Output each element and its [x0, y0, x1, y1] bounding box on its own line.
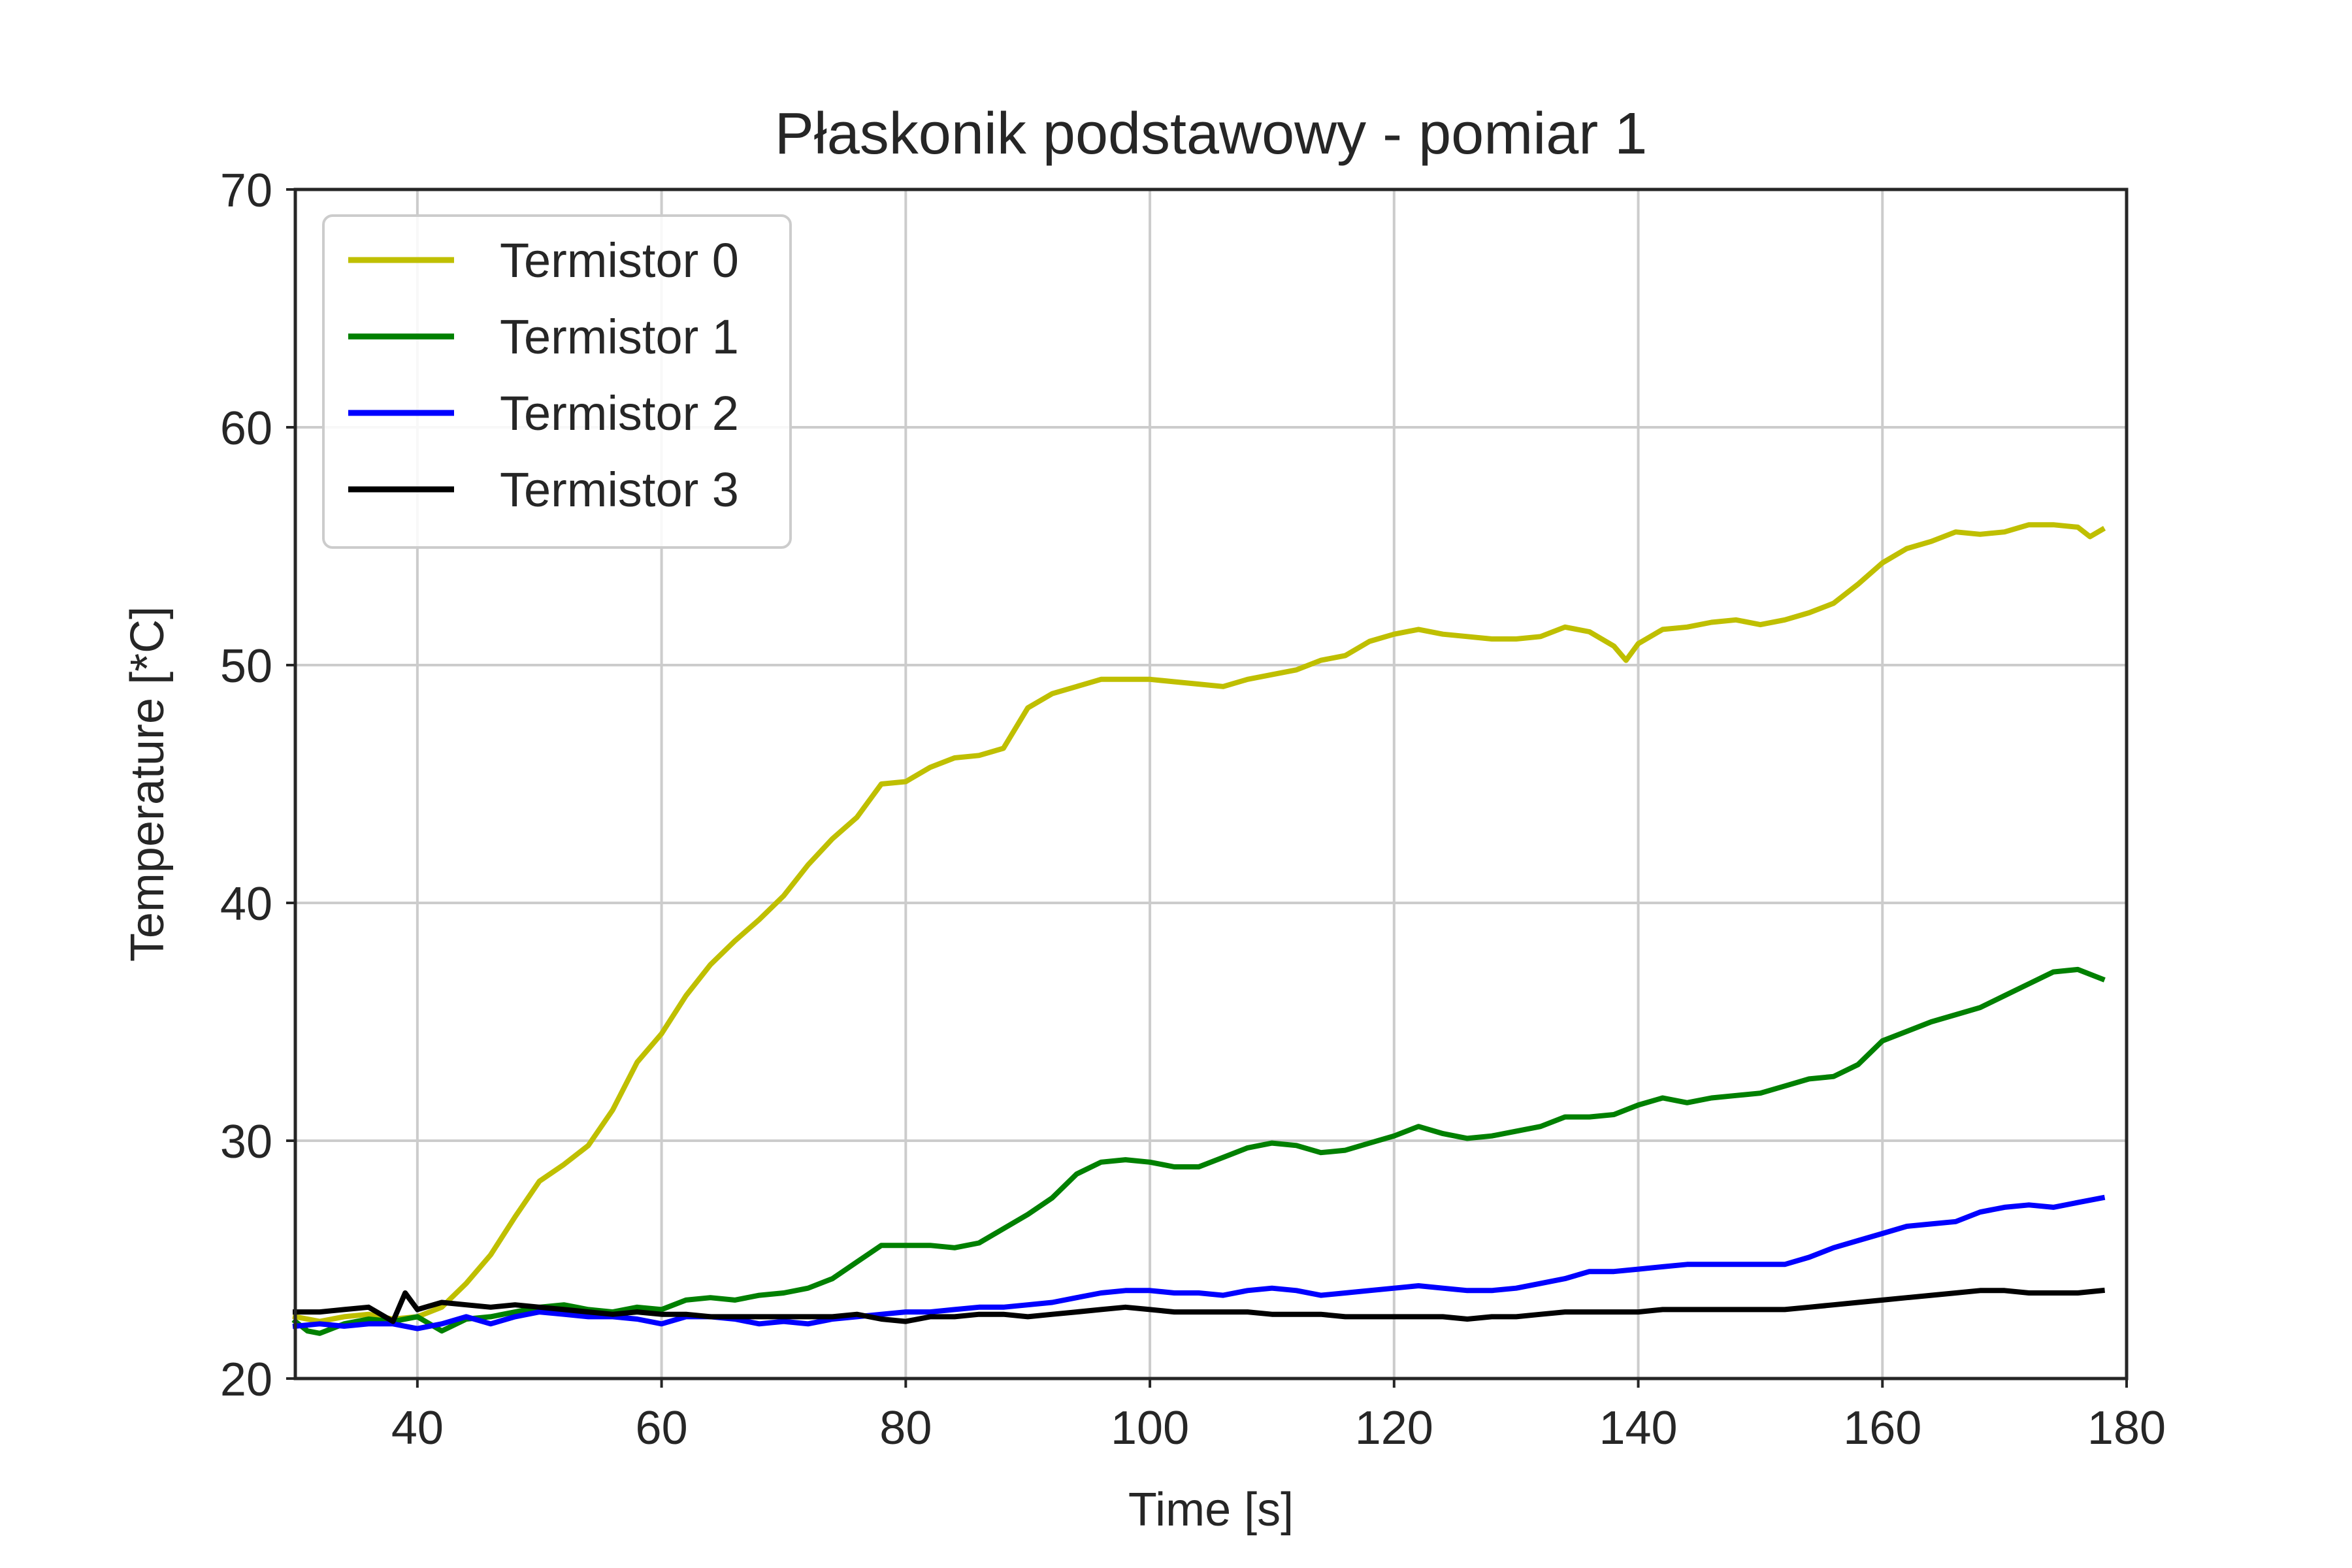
x-tick-label: 160: [1843, 1402, 1921, 1454]
legend-label: Termistor 1: [500, 310, 739, 364]
chart-title: Płaskonik podstawowy - pomiar 1: [775, 101, 1648, 167]
series-line-termistor-1: [291, 966, 2106, 1336]
plot-frame: [293, 188, 2129, 1380]
ticks: 40 60 80 100 120 140 160 180 20 30 40 50 60 70: [220, 165, 2166, 1454]
legend-label: Termistor 0: [500, 233, 739, 287]
x-tick-label: 140: [1599, 1402, 1677, 1454]
x-tick-label: 40: [391, 1402, 444, 1454]
x-tick-label: 60: [636, 1402, 688, 1454]
x-tick-label: 180: [2087, 1402, 2166, 1454]
y-axis-label: Temperature [*C]: [122, 606, 174, 962]
y-tick-label: 70: [220, 165, 272, 217]
series-lines: [291, 522, 2106, 1336]
x-tick-label: 80: [879, 1402, 932, 1454]
series-line-termistor-2: [292, 1194, 2106, 1331]
legend-label: Termistor 2: [500, 386, 739, 440]
legend-label: Termistor 3: [500, 463, 739, 517]
x-tick-label: 100: [1111, 1402, 1189, 1454]
y-tick-label: 20: [220, 1354, 272, 1406]
y-tick-label: 50: [220, 640, 272, 693]
series-line-termistor-0: [292, 522, 2106, 1324]
x-tick-label: 120: [1355, 1402, 1433, 1454]
series-line-termistor-3: [293, 1287, 2105, 1324]
y-tick-label: 40: [220, 878, 272, 930]
y-tick-label: 30: [220, 1116, 272, 1168]
legend: Termistor 0 Termistor 1 Termistor 2 Termist…: [322, 214, 792, 549]
legend-box: [322, 214, 792, 549]
x-axis-label: Time [s]: [1128, 1484, 1294, 1536]
y-tick-label: 60: [220, 402, 272, 455]
